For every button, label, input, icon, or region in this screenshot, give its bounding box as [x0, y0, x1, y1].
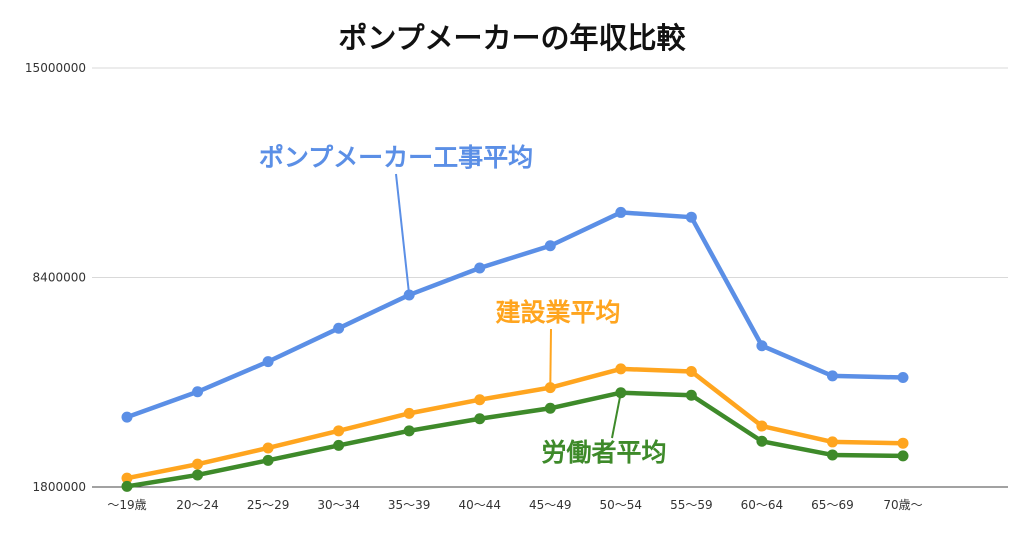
data-point — [897, 437, 909, 449]
annotation-leader-line — [395, 173, 411, 296]
data-point — [615, 363, 627, 375]
series-line — [124, 210, 906, 420]
data-point — [685, 211, 697, 223]
tick-layer: 1800000 8400000 15000000 〜19歳 20〜24 25〜29 30〜3… — [25, 61, 923, 512]
x-tick-label: 30〜34 — [317, 498, 360, 512]
data-point — [826, 436, 838, 448]
data-point — [615, 206, 627, 218]
x-tick-label: 25〜29 — [247, 498, 290, 512]
series-layer — [121, 206, 909, 492]
x-tick-label: 40〜44 — [458, 498, 501, 512]
data-point — [544, 240, 556, 252]
data-point — [897, 371, 909, 383]
data-point — [897, 450, 909, 462]
data-point — [474, 413, 486, 425]
series-annotation-label: 建設業平均 — [495, 298, 620, 327]
data-point — [826, 449, 838, 461]
y-tick-label: 1800000 — [33, 480, 86, 494]
y-tick-label: 15000000 — [25, 61, 86, 75]
annotation-leader-line — [549, 328, 552, 388]
data-point — [756, 420, 768, 432]
data-point — [403, 425, 415, 437]
data-point — [756, 435, 768, 447]
data-point — [192, 386, 204, 398]
data-point — [333, 322, 345, 334]
data-point — [403, 407, 415, 419]
data-point — [121, 480, 133, 492]
data-point — [333, 425, 345, 437]
data-point — [262, 454, 274, 466]
series-annotation-label: ポンプメーカー工事平均 — [259, 143, 533, 172]
x-tick-label: 65〜69 — [811, 498, 854, 512]
data-point — [262, 442, 274, 454]
x-tick-label: 35〜39 — [388, 498, 431, 512]
x-tick-label: 60〜64 — [741, 498, 784, 512]
data-point — [333, 439, 345, 451]
x-tick-label: 45〜49 — [529, 498, 572, 512]
data-point — [474, 394, 486, 406]
x-tick-label: 50〜54 — [600, 498, 643, 512]
series-annotation-label: 労働者平均 — [541, 438, 666, 467]
annotation-leader-line — [611, 392, 622, 439]
x-tick-label: 70歳〜 — [883, 498, 922, 512]
data-point — [192, 469, 204, 481]
data-point — [192, 458, 204, 470]
y-tick-label: 8400000 — [33, 271, 86, 285]
data-point — [685, 389, 697, 401]
data-point — [121, 472, 133, 484]
data-point — [685, 365, 697, 377]
series-line — [124, 366, 906, 481]
data-point — [756, 340, 768, 352]
chart-title: ポンプメーカーの年収比較 — [338, 21, 686, 55]
series-2 — [121, 387, 909, 492]
data-point — [262, 356, 274, 368]
x-tick-label: 〜19歳 — [107, 498, 146, 512]
series-0 — [121, 206, 909, 423]
data-point — [544, 402, 556, 414]
data-point — [474, 262, 486, 274]
x-tick-label: 20〜24 — [176, 498, 219, 512]
grid-layer — [92, 67, 1008, 488]
series-line — [124, 390, 906, 489]
data-point — [121, 411, 133, 423]
data-point — [826, 370, 838, 382]
x-tick-label: 55〜59 — [670, 498, 713, 512]
